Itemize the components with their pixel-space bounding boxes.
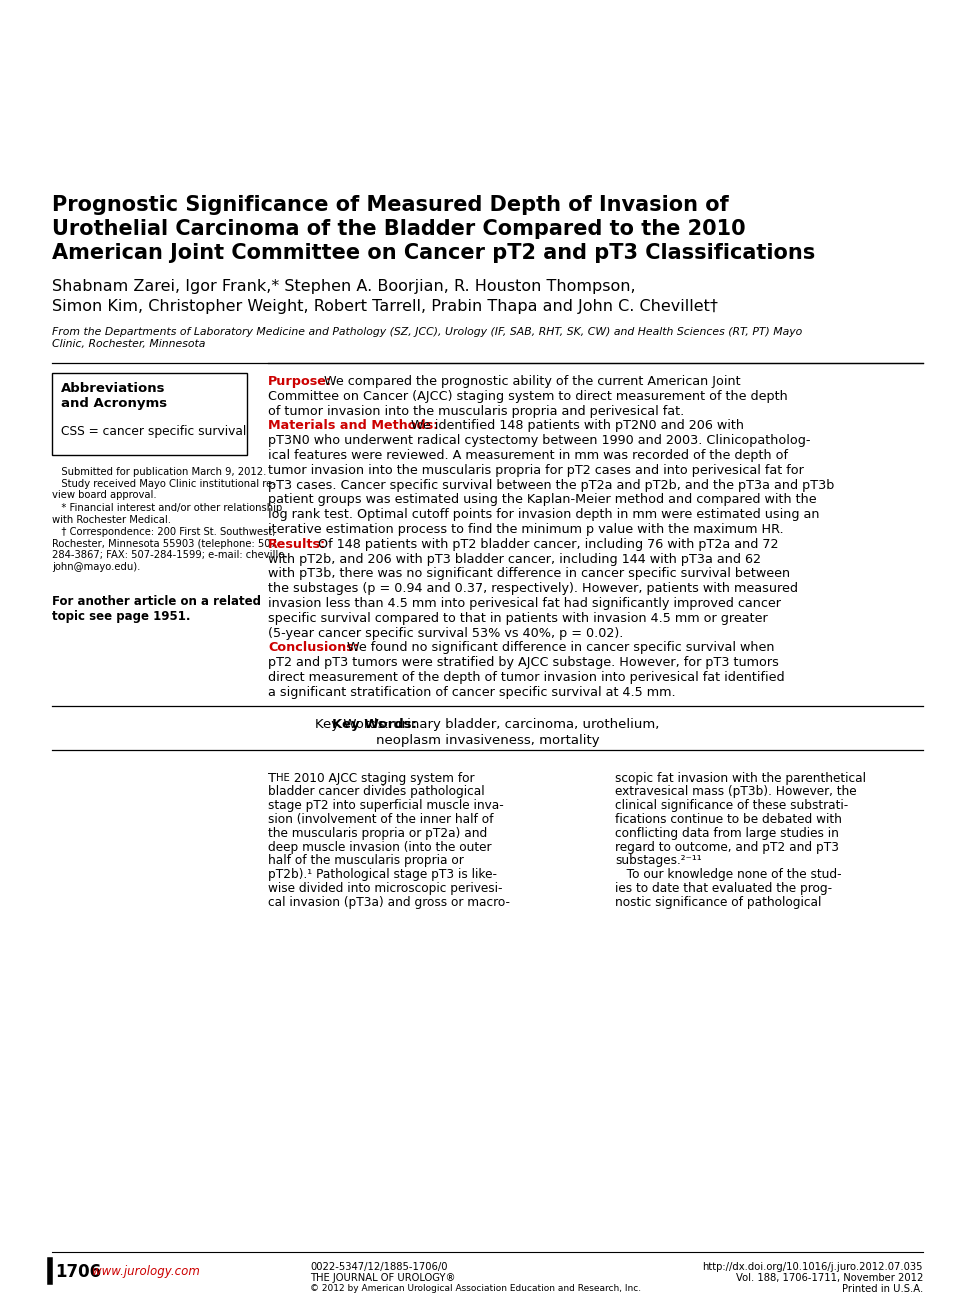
- Text: Materials and Methods:: Materials and Methods:: [268, 419, 439, 432]
- Text: Prognostic Significance of Measured Depth of Invasion of: Prognostic Significance of Measured Dept…: [52, 194, 728, 215]
- Text: ical features were reviewed. A measurement in mm was recorded of the depth of: ical features were reviewed. A measureme…: [268, 449, 788, 462]
- Bar: [52, 373, 247, 455]
- Text: pT2b).¹ Pathological stage pT3 is like-: pT2b).¹ Pathological stage pT3 is like-: [268, 868, 497, 881]
- Text: wise divided into microscopic perivesi-: wise divided into microscopic perivesi-: [268, 882, 502, 895]
- Text: neoplasm invasiveness, mortality: neoplasm invasiveness, mortality: [375, 733, 600, 746]
- Text: with pT3b, there was no significant difference in cancer specific survival betwe: with pT3b, there was no significant diff…: [268, 568, 790, 581]
- Text: nostic significance of pathological: nostic significance of pathological: [615, 895, 821, 908]
- Text: HE: HE: [276, 773, 290, 783]
- Text: Printed in U.S.A.: Printed in U.S.A.: [841, 1284, 923, 1295]
- Text: cal invasion (pT3a) and gross or macro-: cal invasion (pT3a) and gross or macro-: [268, 895, 510, 908]
- Text: * Financial interest and/or other relationship
with Rochester Medical.: * Financial interest and/or other relati…: [52, 502, 282, 525]
- Text: Abbreviations
and Acronyms: Abbreviations and Acronyms: [61, 382, 167, 410]
- Text: pT3N0 who underwent radical cystectomy between 1990 and 2003. Clinicopatholog-: pT3N0 who underwent radical cystectomy b…: [268, 435, 810, 448]
- Text: We compared the prognostic ability of the current American Joint: We compared the prognostic ability of th…: [320, 375, 741, 388]
- Text: half of the muscularis propria or: half of the muscularis propria or: [268, 855, 464, 868]
- Text: For another article on a related
topic see page 1951.: For another article on a related topic s…: [52, 595, 261, 622]
- Text: of tumor invasion into the muscularis propria and perivesical fat.: of tumor invasion into the muscularis pr…: [268, 405, 684, 418]
- Text: Key Words:: Key Words:: [332, 718, 417, 731]
- Text: Purpose:: Purpose:: [268, 375, 332, 388]
- Text: 0022-5347/12/1885-1706/0: 0022-5347/12/1885-1706/0: [310, 1262, 448, 1272]
- Text: invasion less than 4.5 mm into perivesical fat had significantly improved cancer: invasion less than 4.5 mm into perivesic…: [268, 596, 781, 609]
- Text: extravesical mass (pT3b). However, the: extravesical mass (pT3b). However, the: [615, 786, 857, 799]
- Text: Conclusions:: Conclusions:: [268, 641, 359, 654]
- Text: sion (involvement of the inner half of: sion (involvement of the inner half of: [268, 813, 493, 826]
- Text: Vol. 188, 1706-1711, November 2012: Vol. 188, 1706-1711, November 2012: [735, 1272, 923, 1283]
- Text: Simon Kim, Christopher Weight, Robert Tarrell, Prabin Thapa and John C. Cheville: Simon Kim, Christopher Weight, Robert Ta…: [52, 299, 718, 315]
- Text: bladder cancer divides pathological: bladder cancer divides pathological: [268, 786, 485, 799]
- Text: Results:: Results:: [268, 538, 326, 551]
- Text: THE JOURNAL OF UROLOGY®: THE JOURNAL OF UROLOGY®: [310, 1272, 455, 1283]
- Text: the muscularis propria or pT2a) and: the muscularis propria or pT2a) and: [268, 827, 488, 840]
- Text: iterative estimation process to find the minimum p value with the maximum HR.: iterative estimation process to find the…: [268, 523, 784, 536]
- Text: CSS = cancer specific survival: CSS = cancer specific survival: [61, 425, 247, 438]
- Text: © 2012 by American Urological Association Education and Research, Inc.: © 2012 by American Urological Associatio…: [310, 1284, 642, 1293]
- Text: Of 148 patients with pT2 bladder cancer, including 76 with pT2a and 72: Of 148 patients with pT2 bladder cancer,…: [314, 538, 778, 551]
- Text: conflicting data from large studies in: conflicting data from large studies in: [615, 827, 838, 840]
- Text: pT2 and pT3 tumors were stratified by AJCC substage. However, for pT3 tumors: pT2 and pT3 tumors were stratified by AJ…: [268, 656, 779, 669]
- Text: ies to date that evaluated the prog-: ies to date that evaluated the prog-: [615, 882, 832, 895]
- Text: T: T: [268, 771, 276, 784]
- Text: the substages (p = 0.94 and 0.37, respectively). However, patients with measured: the substages (p = 0.94 and 0.37, respec…: [268, 582, 798, 595]
- Text: We identified 148 patients with pT2N0 and 206 with: We identified 148 patients with pT2N0 an…: [407, 419, 744, 432]
- Text: www.jurology.com: www.jurology.com: [92, 1265, 200, 1278]
- Text: with pT2b, and 206 with pT3 bladder cancer, including 144 with pT3a and 62: with pT2b, and 206 with pT3 bladder canc…: [268, 552, 761, 565]
- Text: (5-year cancer specific survival 53% vs 40%, p = 0.02).: (5-year cancer specific survival 53% vs …: [268, 626, 623, 639]
- Text: clinical significance of these substrati-: clinical significance of these substrati…: [615, 799, 848, 812]
- Text: Key Words: urinary bladder, carcinoma, urothelium,: Key Words: urinary bladder, carcinoma, u…: [315, 718, 660, 731]
- Text: scopic fat invasion with the parenthetical: scopic fat invasion with the parenthetic…: [615, 771, 866, 784]
- Text: deep muscle invasion (into the outer: deep muscle invasion (into the outer: [268, 840, 491, 853]
- Text: a significant stratification of cancer specific survival at 4.5 mm.: a significant stratification of cancer s…: [268, 686, 676, 698]
- Text: direct measurement of the depth of tumor invasion into perivesical fat identifie: direct measurement of the depth of tumor…: [268, 671, 785, 684]
- Text: American Joint Committee on Cancer pT2 and pT3 Classifications: American Joint Committee on Cancer pT2 a…: [52, 243, 815, 264]
- Text: 1706: 1706: [55, 1263, 101, 1282]
- Text: Urothelial Carcinoma of the Bladder Compared to the 2010: Urothelial Carcinoma of the Bladder Comp…: [52, 219, 746, 239]
- Text: From the Departments of Laboratory Medicine and Pathology (SZ, JCC), Urology (IF: From the Departments of Laboratory Medic…: [52, 328, 802, 348]
- Text: fications continue to be debated with: fications continue to be debated with: [615, 813, 841, 826]
- Text: stage pT2 into superficial muscle inva-: stage pT2 into superficial muscle inva-: [268, 799, 504, 812]
- Text: Shabnam Zarei, Igor Frank,* Stephen A. Boorjian, R. Houston Thompson,: Shabnam Zarei, Igor Frank,* Stephen A. B…: [52, 279, 636, 294]
- Text: log rank test. Optimal cutoff points for invasion depth in mm were estimated usi: log rank test. Optimal cutoff points for…: [268, 508, 820, 521]
- Text: pT3 cases. Cancer specific survival between the pT2a and pT2b, and the pT3a and : pT3 cases. Cancer specific survival betw…: [268, 479, 835, 492]
- Text: 2010 AJCC staging system for: 2010 AJCC staging system for: [290, 771, 475, 784]
- Text: regard to outcome, and pT2 and pT3: regard to outcome, and pT2 and pT3: [615, 840, 839, 853]
- Text: http://dx.doi.org/10.1016/j.juro.2012.07.035: http://dx.doi.org/10.1016/j.juro.2012.07…: [703, 1262, 923, 1272]
- Text: Submitted for publication March 9, 2012.
   Study received Mayo Clinic instituti: Submitted for publication March 9, 2012.…: [52, 467, 276, 500]
- Text: To our knowledge none of the stud-: To our knowledge none of the stud-: [615, 868, 841, 881]
- Text: We found no significant difference in cancer specific survival when: We found no significant difference in ca…: [343, 641, 774, 654]
- Text: tumor invasion into the muscularis propria for pT2 cases and into perivesical fa: tumor invasion into the muscularis propr…: [268, 463, 803, 476]
- Text: patient groups was estimated using the Kaplan-Meier method and compared with the: patient groups was estimated using the K…: [268, 493, 817, 506]
- Text: Committee on Cancer (AJCC) staging system to direct measurement of the depth: Committee on Cancer (AJCC) staging syste…: [268, 390, 788, 403]
- Text: substages.²⁻¹¹: substages.²⁻¹¹: [615, 855, 702, 868]
- Text: specific survival compared to that in patients with invasion 4.5 mm or greater: specific survival compared to that in pa…: [268, 612, 767, 625]
- Text: † Correspondence: 200 First St. Southwest,
Rochester, Minnesota 55903 (telephone: † Correspondence: 200 First St. Southwes…: [52, 527, 288, 572]
